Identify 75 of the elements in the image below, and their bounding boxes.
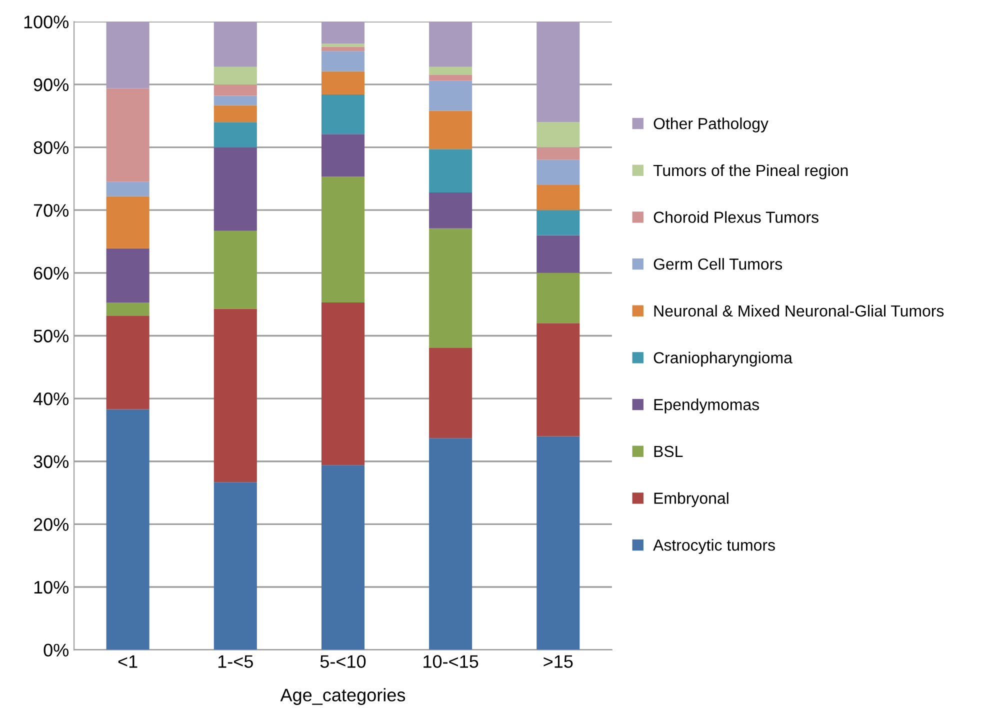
bar	[106, 88, 150, 182]
y-tick-label: 50%	[34, 330, 69, 342]
bar	[214, 66, 257, 84]
bar	[214, 22, 257, 67]
x-tick-label: 10-<15	[424, 655, 478, 668]
legend-label: Neuronal & Mixed Neuronal-Glial Tumors	[654, 304, 944, 317]
bar	[214, 105, 257, 122]
bar	[321, 302, 364, 466]
y-tick-label: 70%	[34, 204, 69, 217]
bar	[429, 80, 472, 111]
bar	[536, 235, 580, 273]
bar	[214, 482, 257, 650]
bar	[214, 147, 257, 231]
y-tick-label: 40%	[33, 392, 69, 406]
legend-label: Tumors of the Pineal region	[653, 164, 848, 180]
bar	[536, 184, 580, 210]
y-tick-label: 90%	[34, 78, 69, 92]
bar	[106, 409, 150, 650]
bar	[214, 96, 257, 106]
y-tick-label: 20%	[34, 518, 69, 531]
bar	[429, 228, 472, 348]
bar	[321, 46, 364, 52]
bar	[214, 122, 257, 148]
bar	[429, 149, 472, 193]
bar	[536, 22, 580, 122]
y-tick-label: 30%	[34, 455, 69, 468]
legend-label: BSL	[654, 446, 683, 458]
bar	[321, 176, 364, 302]
x-tick-label: >15	[544, 655, 573, 668]
bar	[536, 122, 580, 148]
bar	[536, 436, 580, 650]
bar	[321, 465, 364, 650]
legend-label: Embryonal	[654, 492, 728, 508]
legend-label: Germ Cell Tumors	[654, 258, 782, 270]
bar	[321, 94, 364, 134]
bar	[321, 51, 364, 72]
legend-label: Craniopharyngioma	[654, 352, 792, 367]
y-tick-label: 10%	[34, 580, 69, 594]
bar	[106, 302, 150, 316]
bar	[536, 272, 580, 324]
x-tick-label: <1	[118, 655, 138, 668]
legend-label: Other Pathology	[654, 118, 768, 132]
bar	[429, 438, 472, 650]
bar	[321, 22, 364, 44]
bar	[536, 323, 580, 436]
bar	[106, 316, 150, 410]
x-tick-label: 5-<10	[320, 655, 366, 668]
bar	[214, 308, 257, 482]
x-tick-label: 1-<5	[218, 655, 253, 668]
bar	[429, 348, 472, 438]
bar	[429, 192, 472, 228]
legend-label: Ependymomas	[654, 398, 760, 414]
bar	[106, 248, 150, 302]
x-axis-title: Age_categories	[280, 688, 406, 705]
bar	[106, 196, 150, 248]
y-tick-label: 100%	[24, 16, 69, 28]
bar	[429, 66, 472, 76]
y-tick-label: 60%	[34, 266, 69, 280]
bar	[321, 134, 364, 177]
legend-label: Choroid Plexus Tumors	[654, 211, 818, 223]
bar	[429, 110, 472, 150]
bar	[321, 44, 364, 47]
bar	[536, 160, 580, 185]
bar	[106, 22, 150, 88]
bar	[536, 210, 580, 236]
bar	[536, 147, 580, 160]
y-tick-label: 80%	[34, 141, 69, 154]
bar	[429, 75, 472, 81]
legend-label: Astrocytic tumors	[653, 539, 775, 554]
bar	[429, 22, 472, 67]
bar	[214, 230, 257, 309]
bar	[214, 84, 257, 96]
bar	[321, 71, 364, 95]
bar	[106, 182, 150, 196]
y-tick-label: 0%	[44, 644, 69, 657]
